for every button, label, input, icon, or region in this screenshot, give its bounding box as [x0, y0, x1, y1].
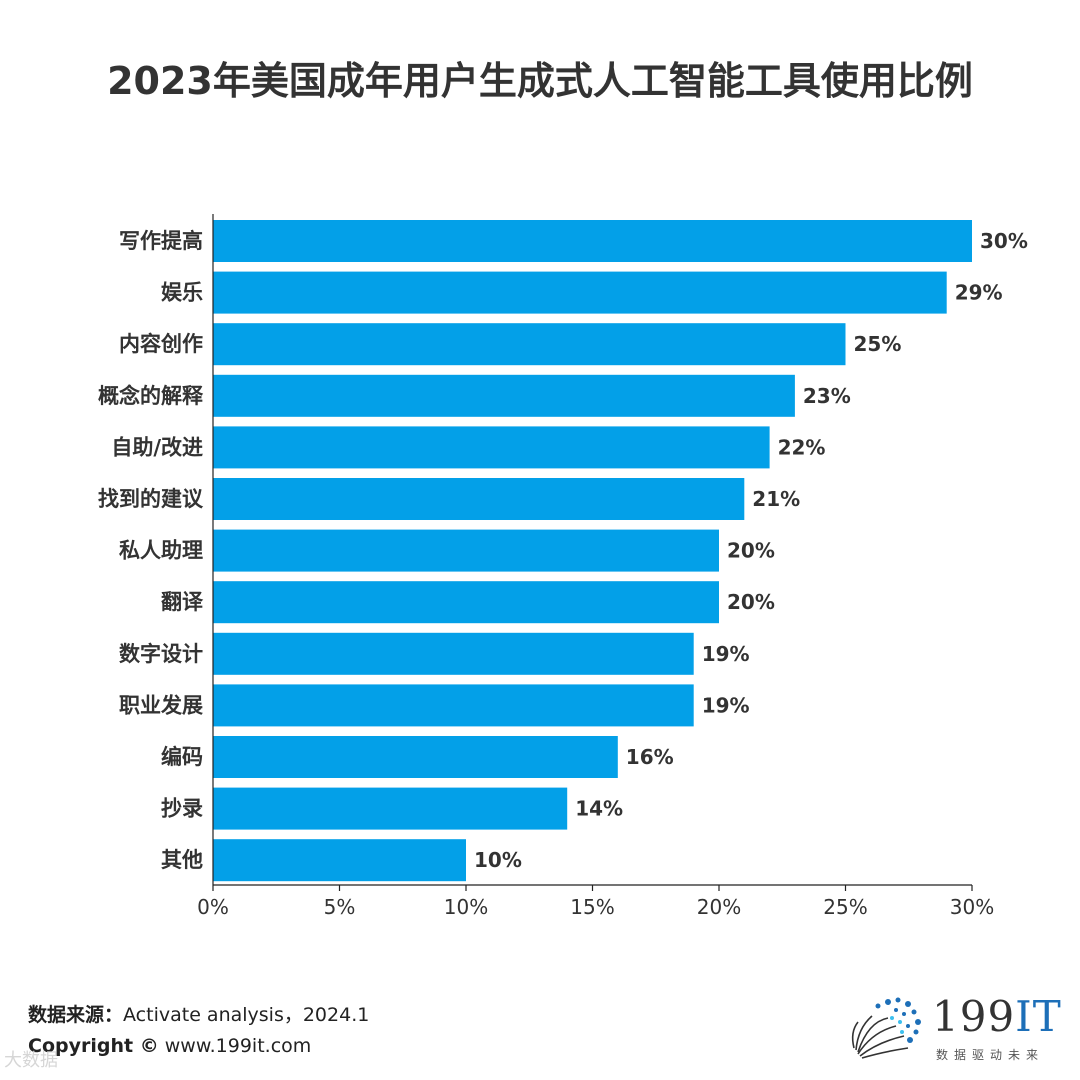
data-label: 20%: [727, 539, 775, 563]
bar: [213, 581, 719, 624]
category-label: 娱乐: [161, 281, 203, 305]
bar: [213, 787, 568, 830]
category-label: 翻译: [161, 590, 204, 614]
data-label: 16%: [626, 745, 674, 769]
x-tick-label: 5%: [324, 895, 356, 919]
copyright-label: Copyright ©: [28, 1035, 159, 1057]
brand-logo: 199IT 数据驱动未来: [848, 992, 1061, 1064]
bar: [213, 426, 770, 469]
data-label: 14%: [575, 797, 623, 821]
bar-chart: 写作提高 30% 娱乐 29% 内容创作 25% 概念的解释 23% 自助/改进 22% 找到的建议…: [98, 214, 1028, 919]
category-label: 抄录: [161, 797, 203, 821]
chart-title: 2023年美国成年用户生成式人工智能工具使用比例: [107, 59, 973, 103]
category-label: 其他: [161, 848, 203, 872]
category-label: 找到的建议: [98, 487, 204, 511]
bar: [213, 478, 745, 520]
source-note: 数据来源：Activate analysis，2024.1: [28, 1000, 369, 1027]
bar: [213, 323, 846, 366]
x-tick-label: 25%: [823, 895, 867, 919]
category-label: 数字设计: [119, 642, 203, 666]
category-label: 职业发展: [119, 693, 203, 717]
bar: [213, 374, 795, 417]
copyright-note: Copyright © www.199it.com: [28, 1035, 311, 1057]
bar: [213, 839, 466, 882]
bar: [213, 632, 694, 675]
bar: [213, 220, 972, 262]
bar: [213, 736, 618, 778]
x-tick-label: 30%: [950, 895, 994, 919]
category-label: 自助/改进: [111, 435, 203, 459]
data-label: 23%: [803, 384, 851, 408]
logo-wordmark: 199IT: [932, 992, 1062, 1041]
source-label: 数据来源：: [28, 1004, 124, 1026]
x-tick-label: 15%: [570, 895, 614, 919]
bar: [213, 529, 719, 572]
data-label: 20%: [727, 590, 775, 614]
x-tick-label: 20%: [697, 895, 741, 919]
copyright-text: www.199it.com: [158, 1035, 312, 1057]
logo-tagline: 数据驱动未来: [936, 1048, 1045, 1062]
data-label: 19%: [702, 693, 750, 717]
data-label: 22%: [778, 435, 826, 459]
data-label: 10%: [474, 848, 522, 872]
watermark: 大数据: [4, 1050, 58, 1071]
category-label: 写作提高: [119, 229, 203, 253]
data-label: 25%: [854, 332, 902, 356]
x-tick-label: 10%: [444, 895, 488, 919]
source-text: Activate analysis，2024.1: [123, 1004, 370, 1026]
data-label: 19%: [702, 642, 750, 666]
category-label: 内容创作: [119, 332, 203, 356]
data-label: 30%: [980, 229, 1028, 253]
dandelion-logo-icon: [851, 997, 921, 1059]
x-tick-label: 0%: [197, 895, 229, 919]
data-label: 29%: [955, 281, 1003, 305]
category-label: 概念的解释: [98, 384, 204, 408]
category-label: 编码: [161, 745, 203, 769]
bar: [213, 271, 947, 314]
category-label: 私人助理: [119, 539, 203, 563]
data-label: 21%: [752, 487, 800, 511]
bar: [213, 684, 694, 727]
